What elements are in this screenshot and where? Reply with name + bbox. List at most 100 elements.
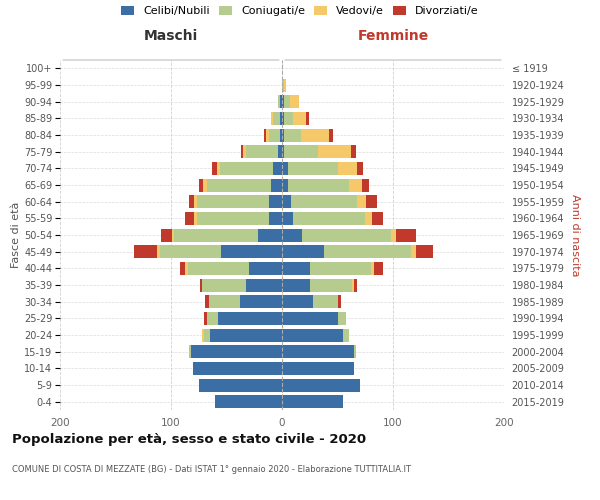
Bar	[290, 95, 299, 108]
Bar	[160, 245, 221, 258]
Bar	[280, 112, 282, 125]
Bar	[354, 345, 356, 358]
Bar	[337, 312, 346, 325]
Bar	[411, 245, 416, 258]
Bar	[284, 128, 301, 141]
Bar	[194, 212, 197, 225]
Bar	[329, 128, 333, 141]
Bar	[210, 328, 282, 342]
Bar	[209, 295, 240, 308]
Bar	[284, 95, 290, 108]
Bar	[193, 362, 282, 375]
Bar	[273, 162, 282, 175]
Bar	[249, 262, 282, 275]
Bar	[221, 245, 282, 258]
Bar	[282, 362, 354, 375]
Bar	[284, 112, 293, 125]
Bar	[271, 112, 273, 125]
Bar	[278, 95, 280, 108]
Legend: Celibi/Nubili, Coniugati/e, Vedovi/e, Divorziati/e: Celibi/Nubili, Coniugati/e, Vedovi/e, Di…	[121, 6, 479, 16]
Bar	[416, 245, 433, 258]
Bar	[194, 195, 197, 208]
Bar	[287, 162, 337, 175]
Bar	[257, 228, 282, 241]
Bar	[220, 162, 273, 175]
Bar	[189, 345, 191, 358]
Bar	[284, 145, 317, 158]
Bar	[282, 278, 310, 291]
Bar	[269, 195, 282, 208]
Bar	[280, 128, 282, 141]
Bar	[218, 312, 282, 325]
Bar	[291, 195, 358, 208]
Bar	[202, 328, 204, 342]
Bar	[282, 195, 291, 208]
Bar	[343, 328, 349, 342]
Bar	[269, 128, 280, 141]
Bar	[313, 295, 337, 308]
Bar	[307, 112, 308, 125]
Bar	[282, 245, 324, 258]
Bar	[197, 212, 269, 225]
Bar	[161, 228, 172, 241]
Bar	[301, 128, 329, 141]
Bar	[197, 195, 269, 208]
Bar	[365, 212, 372, 225]
Bar	[282, 345, 354, 358]
Bar	[241, 145, 243, 158]
Bar	[302, 228, 391, 241]
Bar	[202, 278, 247, 291]
Bar	[204, 312, 206, 325]
Bar	[293, 112, 307, 125]
Bar	[243, 145, 247, 158]
Bar	[203, 178, 206, 192]
Bar	[354, 278, 358, 291]
Bar	[278, 145, 282, 158]
Bar	[134, 245, 157, 258]
Bar	[157, 245, 160, 258]
Bar	[282, 295, 313, 308]
Bar	[199, 378, 282, 392]
Bar	[282, 162, 287, 175]
Bar	[217, 162, 220, 175]
Bar	[247, 145, 278, 158]
Bar	[273, 112, 280, 125]
Bar	[240, 295, 282, 308]
Bar	[175, 228, 257, 241]
Bar	[282, 395, 343, 408]
Bar	[172, 228, 175, 241]
Bar	[374, 262, 383, 275]
Bar	[372, 212, 383, 225]
Bar	[371, 262, 374, 275]
Bar	[310, 262, 371, 275]
Bar	[282, 95, 284, 108]
Bar	[358, 162, 363, 175]
Bar	[185, 212, 194, 225]
Bar	[351, 145, 356, 158]
Bar	[200, 278, 202, 291]
Bar	[324, 245, 411, 258]
Bar	[282, 112, 284, 125]
Text: Popolazione per età, sesso e stato civile - 2020: Popolazione per età, sesso e stato civil…	[12, 432, 366, 446]
Bar	[188, 262, 249, 275]
Bar	[282, 212, 293, 225]
Bar	[282, 262, 310, 275]
Text: COMUNE DI COSTA DI MEZZATE (BG) - Dati ISTAT 1° gennaio 2020 - Elaborazione TUTT: COMUNE DI COSTA DI MEZZATE (BG) - Dati I…	[12, 466, 411, 474]
Bar	[349, 178, 362, 192]
Bar	[282, 128, 284, 141]
Bar	[282, 328, 343, 342]
Bar	[266, 128, 269, 141]
Bar	[287, 178, 349, 192]
Bar	[337, 162, 358, 175]
Bar	[358, 195, 367, 208]
Bar	[185, 262, 188, 275]
Bar	[280, 95, 282, 108]
Bar	[264, 128, 266, 141]
Bar	[282, 145, 284, 158]
Bar	[352, 278, 354, 291]
Bar	[282, 312, 337, 325]
Bar	[247, 278, 282, 291]
Bar	[282, 378, 360, 392]
Bar	[189, 195, 194, 208]
Bar	[282, 78, 284, 92]
